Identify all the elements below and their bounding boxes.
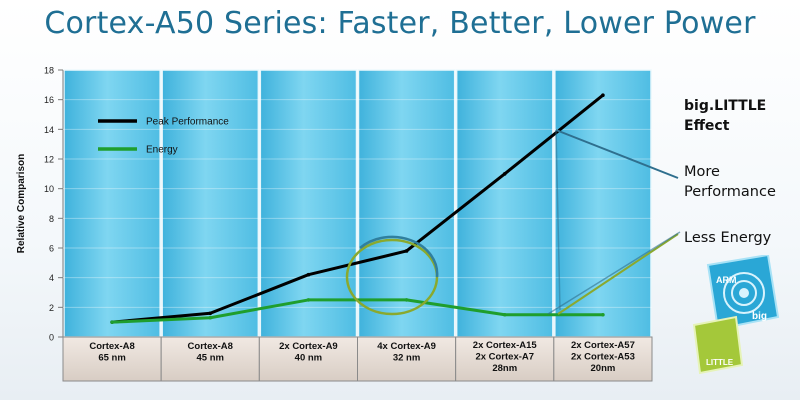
category-label: Cortex-A8 [188, 341, 233, 352]
category-cell [553, 336, 653, 382]
y-tick-label: 18 [44, 66, 54, 76]
more-performance-label: More Performance [684, 162, 776, 202]
legend: Peak Performance Energy [98, 117, 229, 156]
category-label: 20nm [591, 363, 616, 374]
category-column [455, 69, 554, 338]
category-cell [455, 336, 555, 382]
callout-line [555, 129, 561, 311]
callout-line [547, 231, 681, 315]
category-cell [62, 336, 162, 382]
category-column [554, 69, 652, 338]
data-point [502, 172, 507, 176]
legend-label: Energy [146, 145, 178, 156]
y-tick-label: 12 [44, 155, 54, 165]
category-label: 2x Cortex-A57 [571, 340, 635, 351]
category-label: 2x Cortex-A15 [473, 340, 538, 351]
big-text: big [752, 311, 767, 322]
category-column [259, 69, 358, 338]
category-label: 65 nm [98, 353, 125, 364]
y-tick-label: 10 [44, 184, 54, 194]
arm-text: ARM [716, 275, 737, 285]
annotation-shapes [345, 129, 681, 316]
more-performance-line-2: Performance [684, 184, 776, 200]
category-label: 32 nm [393, 353, 420, 364]
category-column [63, 69, 161, 338]
y-tick-label: 14 [44, 125, 54, 135]
y-tick-label: 4 [49, 273, 54, 283]
callout-line [555, 129, 679, 179]
little-text: LITTLE [706, 358, 734, 367]
y-tick-label: 2 [49, 303, 54, 313]
data-point [110, 320, 114, 324]
big-rings-icon [723, 272, 765, 314]
category-label: 2x Cortex-A9 [279, 341, 338, 352]
category-cell [258, 336, 359, 382]
y-tick-label: 0 [49, 333, 54, 343]
legend-label: Peak Performance [146, 117, 229, 128]
category-cell [357, 336, 457, 382]
arm-big-little-logo: ARM big LITTLE [692, 255, 780, 375]
data-point [601, 93, 605, 98]
y-tick-label: 8 [49, 214, 54, 224]
category-columns [63, 69, 652, 338]
category-label: 4x Cortex-A9 [377, 341, 436, 352]
less-energy-label: Less Energy [684, 230, 772, 246]
category-column [161, 69, 260, 338]
peak-performance-line [110, 93, 605, 324]
category-label: 40 nm [295, 353, 322, 364]
more-performance-line-1: More [684, 164, 720, 180]
category-label: 2x Cortex-A53 [571, 352, 635, 363]
category-label: Cortex-A8 [89, 341, 134, 352]
category-label: 28nm [492, 363, 517, 374]
category-label: 45 nm [197, 353, 224, 364]
y-tick-label: 6 [49, 244, 54, 254]
effect-line-2: Effect [684, 118, 730, 134]
data-point [208, 315, 213, 320]
data-point [404, 298, 409, 302]
category-column [357, 69, 456, 338]
y-tick-label: 16 [44, 95, 54, 105]
data-point [404, 249, 409, 253]
category-label: 2x Cortex-A7 [475, 352, 534, 363]
data-point [601, 312, 605, 317]
y-axis-label: Relative Comparison [16, 154, 27, 253]
effect-line-1: big.LITTLE [684, 98, 767, 114]
data-point [306, 272, 311, 277]
data-point [306, 298, 311, 302]
category-cell [160, 336, 260, 382]
highlight-ellipse-arc [359, 235, 439, 278]
big-little-effect-label: big.LITTLE Effect [684, 96, 766, 136]
data-point [208, 311, 213, 316]
little-tile [692, 315, 744, 375]
callout-line [557, 233, 679, 315]
slide-title: Cortex-A50 Series: Faster, Better, Lower… [44, 6, 756, 41]
data-point [502, 312, 507, 317]
